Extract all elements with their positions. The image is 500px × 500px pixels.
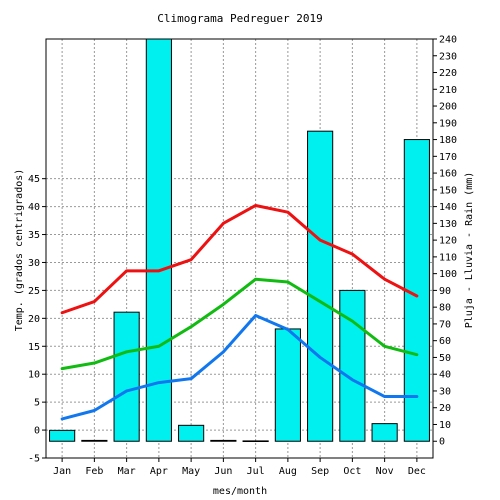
temperature-lines bbox=[60, 203, 419, 421]
temp-tick-label: 45 bbox=[28, 174, 40, 185]
chart-title: Climograma Pedreguer 2019 bbox=[157, 12, 323, 25]
rain-tick-label: 100 bbox=[439, 269, 457, 280]
rain-tick-label: 110 bbox=[439, 252, 457, 263]
rain-axis-ticks: 0 10 20 30 40 50 60 70 80 90 100 110 120 130 140 150 160… bbox=[433, 35, 457, 448]
rain-tick-label: 170 bbox=[439, 152, 457, 163]
rain-bar-jun bbox=[210, 439, 237, 442]
temp-tick-label: 10 bbox=[28, 370, 40, 381]
temp-tick-label: 5 bbox=[34, 398, 40, 409]
month-tick-label: Apr bbox=[150, 466, 168, 477]
temp-tick-label: 35 bbox=[28, 230, 40, 241]
plot-frame bbox=[45, 38, 434, 459]
month-tick-label: Nov bbox=[376, 466, 394, 477]
max-temp-line bbox=[60, 203, 419, 315]
month-tick-label: Jun bbox=[214, 466, 232, 477]
month-tick-label: Dec bbox=[408, 466, 426, 477]
temp-axis-label: Temp. (grados centrigrados) bbox=[14, 169, 25, 332]
rain-tick-label: 230 bbox=[439, 51, 457, 62]
rain-bars bbox=[49, 38, 430, 443]
rain-tick-label: 150 bbox=[439, 185, 457, 196]
rain-bar-sep bbox=[307, 130, 334, 442]
mean-temp-line bbox=[60, 277, 419, 371]
rain-bar-jul bbox=[242, 440, 269, 443]
rain-bar-feb bbox=[81, 439, 108, 442]
rain-tick-label: 30 bbox=[439, 386, 451, 397]
month-tick-label: Jan bbox=[53, 466, 71, 477]
rain-tick-label: 0 bbox=[439, 437, 445, 448]
month-tick-label: May bbox=[182, 466, 200, 477]
temp-tick-label: -5 bbox=[28, 454, 40, 465]
rain-tick-label: 120 bbox=[439, 236, 457, 247]
temp-tick-label: 25 bbox=[28, 286, 40, 297]
temp-tick-label: 15 bbox=[28, 342, 40, 353]
temp-tick-label: 30 bbox=[28, 258, 40, 269]
month-tick-label: Jul bbox=[247, 466, 265, 477]
rain-tick-label: 10 bbox=[439, 420, 451, 431]
rain-axis-label: Pluja - Lluvia - Rain (mm) bbox=[464, 172, 475, 329]
rain-bar-oct bbox=[339, 289, 366, 442]
temp-tick-label: 40 bbox=[28, 202, 40, 213]
rain-tick-label: 200 bbox=[439, 102, 457, 113]
month-tick-label: Feb bbox=[85, 466, 103, 477]
rain-bar-nov bbox=[371, 423, 398, 442]
temp-tick-label: 20 bbox=[28, 314, 40, 325]
rain-tick-label: 140 bbox=[439, 202, 457, 213]
rain-tick-label: 80 bbox=[439, 303, 451, 314]
rain-tick-label: 240 bbox=[439, 35, 457, 46]
rain-tick-label: 180 bbox=[439, 135, 457, 146]
rain-bar-may bbox=[178, 424, 205, 442]
rain-bar-apr bbox=[145, 38, 172, 442]
month-tick-label: Sep bbox=[311, 466, 329, 477]
rain-tick-label: 50 bbox=[439, 353, 451, 364]
rain-tick-label: 60 bbox=[439, 336, 451, 347]
rain-tick-label: 130 bbox=[439, 219, 457, 230]
min-temp-line bbox=[60, 314, 419, 421]
month-axis-ticks: Jan Feb Mar Apr May Jun Jul Aug Sep Oct Nov Dec bbox=[53, 458, 426, 477]
rain-tick-label: 190 bbox=[439, 118, 457, 129]
rain-tick-label: 160 bbox=[439, 169, 457, 180]
month-tick-label: Mar bbox=[118, 466, 136, 477]
grid bbox=[46, 39, 433, 459]
rain-tick-label: 220 bbox=[439, 68, 457, 79]
rain-tick-label: 20 bbox=[439, 403, 451, 414]
month-tick-label: Oct bbox=[343, 466, 361, 477]
rain-bar-jan bbox=[49, 429, 76, 442]
temp-axis-ticks: -5 0 5 10 15 20 25 30 35 40 45 bbox=[28, 174, 46, 465]
rain-tick-label: 90 bbox=[439, 286, 451, 297]
rain-tick-label: 210 bbox=[439, 85, 457, 96]
rain-bar-aug bbox=[274, 328, 301, 442]
rain-tick-label: 40 bbox=[439, 370, 451, 381]
month-tick-label: Aug bbox=[279, 466, 297, 477]
rain-tick-label: 70 bbox=[439, 319, 451, 330]
rain-bar-mar bbox=[113, 311, 140, 442]
x-axis-label: mes/month bbox=[213, 486, 267, 497]
temp-tick-label: 0 bbox=[34, 426, 40, 437]
